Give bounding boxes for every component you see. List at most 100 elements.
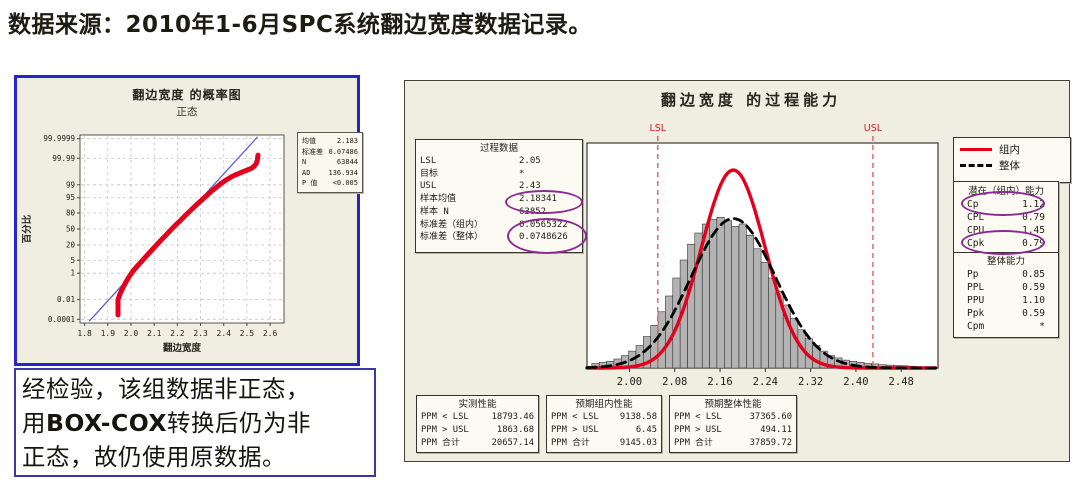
legend-within-label: 组内 xyxy=(999,143,1020,156)
row-label: PPM 合计 xyxy=(551,437,590,448)
observed-performance-title: 实测性能 xyxy=(458,399,497,410)
svg-text:2.00: 2.00 xyxy=(617,376,642,388)
row-label: 样本 N xyxy=(420,206,449,217)
svg-text:0.0001: 0.0001 xyxy=(48,315,75,324)
legend-within: 组内 xyxy=(960,141,1064,157)
svg-text:99.99: 99.99 xyxy=(52,154,75,163)
row-value: <0.005 xyxy=(332,179,358,187)
observed-performance-rows: PPM < LSL 18793.46 PPM > USL 1863.68 PPM 合计 2… xyxy=(421,411,534,449)
table-row: Pp 0.85 xyxy=(954,268,1058,281)
svg-text:2.2: 2.2 xyxy=(170,329,185,338)
svg-text:2.3: 2.3 xyxy=(193,329,208,338)
row-value: 63844 xyxy=(336,158,358,166)
row-label: PPM < LSL xyxy=(421,412,469,422)
svg-text:1.8: 1.8 xyxy=(77,329,92,338)
svg-text:50: 50 xyxy=(66,225,76,234)
table-row: N 63844 xyxy=(302,157,358,168)
row-value: 2.43 xyxy=(519,181,541,192)
legend-overall-label: 整体 xyxy=(999,159,1020,172)
row-label: PPM 合计 xyxy=(674,437,713,448)
svg-text:2.48: 2.48 xyxy=(889,376,914,388)
row-label: CPL xyxy=(967,212,985,223)
row-value: 2.05 xyxy=(519,156,541,166)
table-row: PPM < LSL 18793.46 xyxy=(421,411,534,424)
svg-text:1.9: 1.9 xyxy=(101,329,116,338)
svg-text:2.5: 2.5 xyxy=(240,329,255,338)
prob-stats-box: 均值 2.183 标准差 0.07486 N 63844 AD 136.934 P 值 <0.00… xyxy=(297,132,363,193)
highlight-ellipse-mean xyxy=(505,190,583,214)
note-line3: 正态，故仍使用原数据。 xyxy=(22,443,286,471)
table-row: 标准差 0.07486 xyxy=(302,147,358,158)
table-row: P 值 <0.005 xyxy=(302,178,358,189)
table-row: PPM 合计 20657.14 xyxy=(421,437,534,450)
table-row: 均值 2.183 xyxy=(302,136,358,147)
overall-capability-rows: Pp 0.85 PPL 0.59 PPU 1.10 Ppk 0.59 Cpm * xyxy=(954,268,1058,333)
overall-line-icon xyxy=(960,163,992,167)
row-label: 标准差（整体） xyxy=(420,232,484,243)
table-row: 目标 * xyxy=(420,168,578,181)
svg-text:2.16: 2.16 xyxy=(707,376,732,388)
row-label: Cpm xyxy=(967,321,985,332)
process-data-title: 过程数据 xyxy=(479,143,518,154)
row-value: 20657.14 xyxy=(491,437,534,448)
svg-text:20: 20 xyxy=(66,240,76,249)
row-value: 6.45 xyxy=(635,424,657,435)
svg-text:2.40: 2.40 xyxy=(843,376,868,388)
row-value: 1.45 xyxy=(1022,225,1045,236)
svg-text:99: 99 xyxy=(66,180,75,189)
svg-text:1: 1 xyxy=(70,269,75,278)
table-row: LSL 2.05 xyxy=(420,155,578,168)
expected-within-performance-title: 预期组内性能 xyxy=(575,399,633,410)
svg-text:2.08: 2.08 xyxy=(662,376,687,388)
row-label: LSL xyxy=(420,156,437,166)
row-value: 37365.60 xyxy=(749,412,792,422)
row-value: 136.934 xyxy=(328,168,358,177)
row-label: PPM > USL xyxy=(421,424,469,435)
table-row: PPM > USL 6.45 xyxy=(551,424,657,437)
row-value: 2.183 xyxy=(336,137,358,145)
table-row: Cpm * xyxy=(954,320,1058,333)
row-label: Pp xyxy=(967,269,979,280)
table-row: PPU 1.10 xyxy=(954,294,1058,307)
legend-overall: 整体 xyxy=(960,157,1064,173)
row-label: P 值 xyxy=(302,179,318,187)
svg-text:翻边宽度: 翻边宽度 xyxy=(163,342,202,354)
capability-panel: 翻边宽度 的过程能力 过程数据 LSL 2.05 目标 * USL 2.43 样本均值 2.1… xyxy=(404,80,1071,462)
probability-plot-panel: 翻边宽度 的概率图 正态 1.8 1.9 2.0 2.1 2.2 2.3 2.4 2.5 2.6… xyxy=(14,75,363,366)
capability-title: 翻边宽度 的过程能力 xyxy=(660,91,842,109)
svg-text:80: 80 xyxy=(66,209,76,218)
table-row: AD 136.934 xyxy=(302,168,358,179)
svg-text:LSL: LSL xyxy=(649,123,666,134)
row-value: 494.11 xyxy=(760,424,792,435)
row-label: Ppk xyxy=(967,308,985,319)
row-value: 9138.58 xyxy=(619,412,657,422)
note-line2-pre: 用 xyxy=(22,409,46,437)
expected-within-performance-rows: PPM < LSL 9138.58 PPM > USL 6.45 PPM 合计 9145.… xyxy=(551,411,657,449)
row-value: 1863.68 xyxy=(496,424,534,435)
svg-text:2.1: 2.1 xyxy=(147,329,162,338)
observed-performance-table: 实测性能 PPM < LSL 18793.46 PPM > USL 1863.68 PP… xyxy=(416,395,539,453)
row-value: * xyxy=(519,168,525,179)
table-row: PPM < LSL 37365.60 xyxy=(674,411,792,424)
expected-overall-performance-table: 预期整体性能 PPM < LSL 37365.60 PPM > USL 494.11 P… xyxy=(669,395,797,453)
table-row: CPL 0.79 xyxy=(954,211,1058,224)
table-row: PPM > USL 494.11 xyxy=(674,424,792,437)
highlight-ellipse-cpk xyxy=(961,230,1045,255)
row-value: 0.59 xyxy=(1022,308,1045,319)
row-label: PPM < LSL xyxy=(551,412,599,422)
highlight-ellipse-stddev xyxy=(507,218,587,254)
table-row: PPM 合计 37859.72 xyxy=(674,437,792,450)
row-value: 0.85 xyxy=(1022,269,1045,280)
table-row: PPM 合计 9145.03 xyxy=(551,437,657,450)
table-row: PPM < LSL 9138.58 xyxy=(551,411,657,424)
row-label: PPM > USL xyxy=(674,424,722,435)
svg-text:USL: USL xyxy=(864,123,883,134)
row-label: 标准差（组内） xyxy=(420,219,484,230)
row-label: 均值 xyxy=(302,137,316,145)
row-label: 标准差 xyxy=(302,147,323,156)
svg-text:2.4: 2.4 xyxy=(217,329,232,338)
row-label: PPU xyxy=(967,295,985,306)
svg-text:99.9999: 99.9999 xyxy=(43,134,75,143)
row-label: AD xyxy=(302,168,311,177)
